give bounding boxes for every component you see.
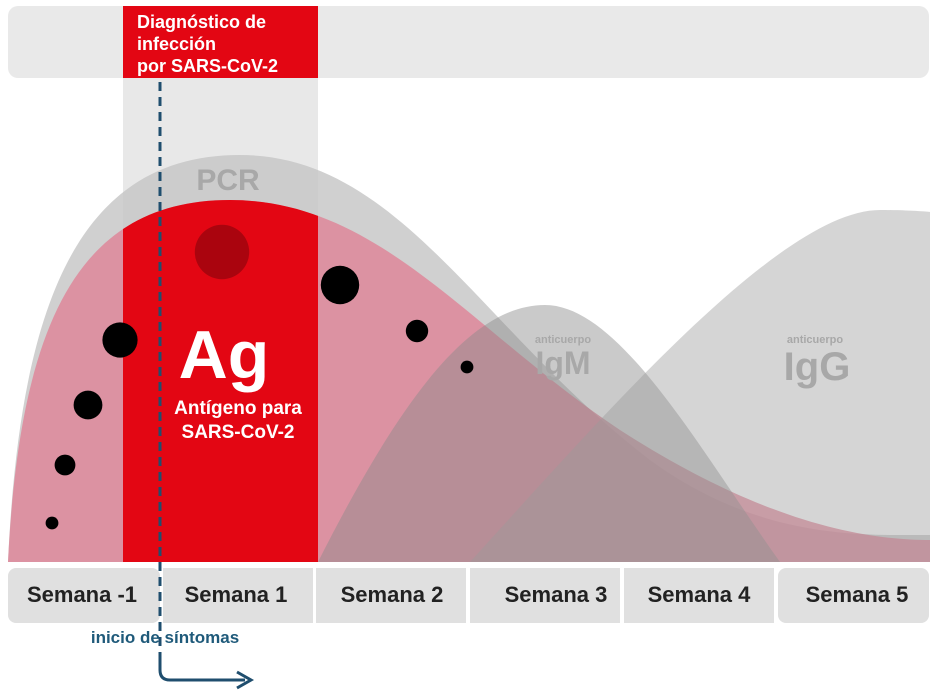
diagnosis-box <box>123 6 318 78</box>
week-label: Semana 3 <box>505 582 608 607</box>
pcr-label: PCR <box>196 164 260 197</box>
week-axis: Semana -1 Semana 1 Semana 2 Semana 3 Sem… <box>8 568 929 623</box>
header-title: infección <box>137 34 216 54</box>
antigen-description: Antígeno para <box>174 398 302 419</box>
igm-label: IgM <box>535 345 590 381</box>
header-title: por SARS-CoV-2 <box>137 56 278 76</box>
header-title: Diagnóstico de <box>137 12 266 32</box>
week-label: Semana 5 <box>806 582 909 607</box>
onset-arrow <box>158 660 245 682</box>
week-box <box>163 568 313 623</box>
symptom-onset-label: inicio de síntomas <box>91 628 239 647</box>
igm-curve <box>318 305 780 562</box>
week-label: Semana 4 <box>648 582 751 607</box>
igg-label: IgG <box>784 345 851 389</box>
week-label: Semana -1 <box>27 582 137 607</box>
igg-curve <box>470 210 930 562</box>
igm-prefix: anticuerpo <box>535 334 592 346</box>
onset-arrowhead <box>236 670 255 690</box>
week-box <box>316 568 466 623</box>
antigen-label: Ag <box>179 317 270 393</box>
week-box <box>470 568 620 623</box>
week-label: Semana 1 <box>185 582 288 607</box>
week-box <box>8 568 160 623</box>
week-box <box>624 568 774 623</box>
igg-prefix: anticuerpo <box>787 334 844 346</box>
antigen-description: SARS-CoV-2 <box>182 422 295 443</box>
week-box <box>778 568 929 623</box>
week-label: Semana 2 <box>341 582 444 607</box>
